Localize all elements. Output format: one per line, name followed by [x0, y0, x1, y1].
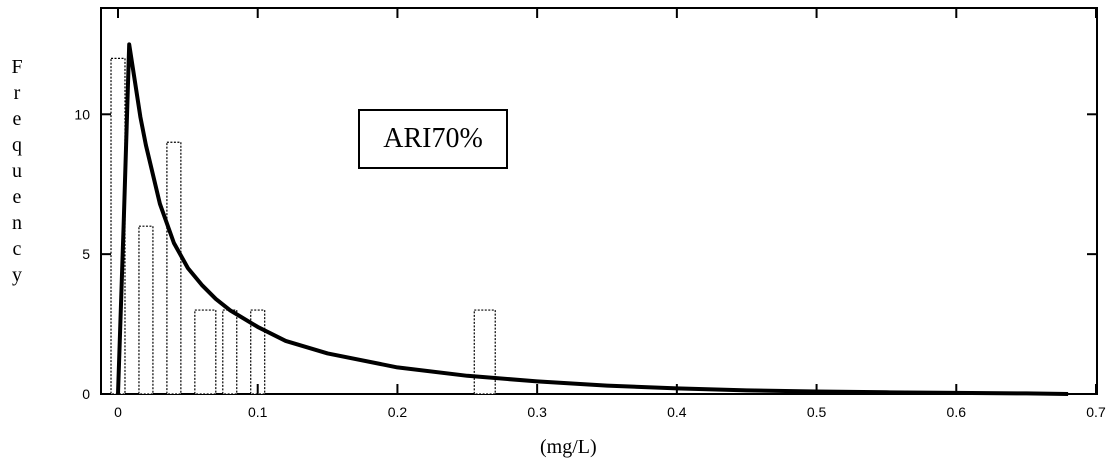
x-tick-label-5: 0.5 — [807, 404, 827, 420]
plot-area-frame — [100, 7, 1098, 395]
x-tick-label-7: 0.7 — [1086, 404, 1106, 420]
histogram-bar-3 — [194, 309, 217, 395]
y-axis-label-letter: F — [11, 56, 23, 78]
x-axis-label: (mg/L) — [540, 436, 597, 458]
y-axis-label-letter: e — [12, 108, 22, 130]
histogram-bar-5 — [250, 309, 266, 395]
fitted-curve — [116, 42, 1069, 396]
y-tick-label-0: 0 — [82, 386, 90, 402]
y-tick-label-1: 5 — [82, 246, 90, 262]
y-axis-label-letter: c — [12, 238, 22, 260]
histogram-bars — [110, 57, 496, 395]
histogram-bar-6 — [473, 309, 496, 395]
y-axis-label-letter: y — [12, 264, 22, 286]
y-axis-label-letter: n — [12, 212, 22, 234]
chart-annotation-text: ARI70% — [383, 123, 483, 154]
x-tick-label-4: 0.4 — [667, 404, 687, 420]
y-axis-label-letter: q — [12, 134, 22, 156]
histogram-bar-4 — [222, 309, 238, 395]
x-tick-label-2: 0.2 — [388, 404, 408, 420]
x-tick-label-6: 0.6 — [947, 404, 967, 420]
x-tick-label-0: 0 — [114, 404, 122, 420]
x-tick-label-3: 0.3 — [527, 404, 547, 420]
chart-annotation-box: ARI70% — [358, 109, 508, 169]
y-axis-ticks: 0 5 10 — [74, 106, 1097, 402]
x-axis-ticks: 0 0.1 0.2 0.3 0.4 0.5 0.6 0.7 — [114, 8, 1106, 420]
histogram-bar-1 — [138, 225, 154, 395]
y-axis-label-letter: e — [12, 186, 22, 208]
y-axis-label-letter: r — [13, 82, 21, 104]
histogram-bar-2 — [166, 141, 182, 395]
y-tick-label-2: 10 — [74, 106, 90, 122]
y-axis-label-letter: u — [12, 160, 22, 182]
x-tick-label-1: 0.1 — [248, 404, 268, 420]
